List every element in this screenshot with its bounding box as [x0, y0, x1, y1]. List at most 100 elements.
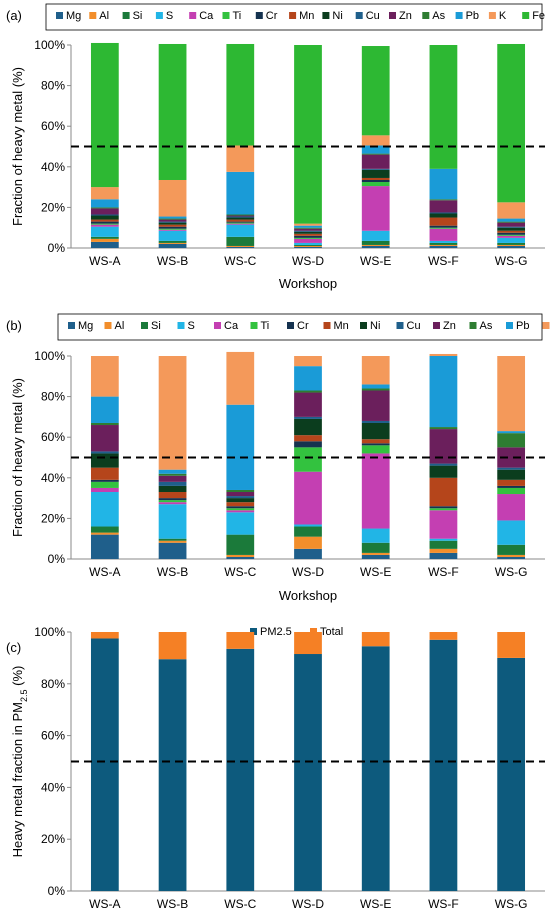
bar-segment-k [497, 356, 526, 432]
legend-swatch-cr [287, 322, 294, 329]
bar-segment-zn [226, 492, 255, 497]
bar-segment-al [226, 245, 255, 247]
bar-segment-ca [90, 224, 119, 227]
bar-segment-fe [429, 45, 458, 169]
bar-segment-mg [226, 246, 255, 248]
x-tick-label: WS-B [157, 254, 188, 268]
legend-label-s: S [166, 10, 173, 22]
bar-segment-si [226, 236, 255, 246]
y-tick-label: 0% [48, 241, 66, 255]
legend-label-cu: Cu [407, 320, 421, 332]
y-tick-label: 100% [34, 38, 65, 52]
bar-segment-cu [497, 467, 526, 470]
bar-segment-k [497, 202, 526, 219]
y-tick-label: 80% [41, 79, 65, 93]
x-tick-label: WS-B [157, 565, 188, 579]
bar-segment-mn [429, 477, 458, 507]
legend-label-ca: Ca [224, 320, 239, 332]
legend-swatch-ca [214, 322, 221, 329]
legend-swatch-ti [222, 12, 230, 19]
bar-segment-ca [497, 235, 526, 238]
bar-segment-cu [90, 214, 119, 216]
y-tick-label: 40% [41, 160, 65, 174]
bar-segment-ti [226, 508, 255, 511]
bar-segment-ti [294, 447, 322, 472]
legend-label-si: Si [151, 320, 161, 332]
bar-segment-cr [294, 235, 322, 238]
bar-segment-cu [497, 226, 526, 228]
x-tick-label: WS-F [428, 897, 459, 911]
legend-label-cr: Cr [297, 320, 309, 332]
bar-segment-ti [429, 508, 458, 511]
bar-segment-cu [429, 463, 458, 466]
bar-stack-ws-d [294, 632, 322, 891]
bar-segment-pb [429, 356, 458, 428]
legend-label-mg: Mg [66, 10, 81, 22]
bar-segment-ca [429, 228, 458, 241]
bar-segment-s [158, 230, 187, 241]
bars [90, 351, 526, 559]
bar-segment-as [361, 388, 390, 391]
bar-segment-pm25 [226, 648, 255, 891]
bar-segment-al [90, 238, 119, 242]
bar-segment-cu [429, 212, 458, 214]
legend-swatch-total [310, 628, 317, 635]
x-tick-label: WS-G [495, 565, 528, 579]
bar-segment-ca [226, 510, 255, 513]
legend-swatch-si [141, 322, 148, 329]
bar-segment-pm25 [497, 657, 526, 891]
bar-stack-ws-a [90, 632, 119, 891]
legend-label-al: Al [99, 10, 109, 22]
bar-segment-fe [497, 43, 526, 203]
bar-stack-ws-e [361, 356, 390, 559]
bar-segment-mn [226, 219, 255, 222]
bar-segment-mg [90, 534, 119, 559]
bar-segment-pb [90, 396, 119, 423]
bar-segment-si [90, 526, 119, 533]
x-axis-title: Workshop [279, 276, 337, 291]
bar-segment-as [294, 227, 322, 229]
bar-segment-total [361, 632, 390, 647]
bar-stack-ws-g [497, 43, 526, 248]
bar-segment-mg [226, 556, 255, 559]
bar-segment-al [429, 548, 458, 553]
bar-stack-ws-d [294, 356, 322, 559]
legend-swatch-zn [389, 12, 396, 19]
legend-swatch-ni [322, 12, 330, 19]
bar-segment-mn [158, 224, 187, 227]
x-tick-label: WS-D [292, 565, 324, 579]
legend-label-pm25: PM2.5 [260, 626, 292, 638]
bar-stack-ws-g [497, 632, 526, 891]
bar-segment-as [294, 390, 322, 393]
legend-swatch-pb [506, 322, 513, 329]
bar-segment-ti [497, 487, 526, 495]
bar-segment-s [90, 492, 119, 527]
bar-segment-mg [158, 243, 187, 248]
y-tick-label: 0% [48, 552, 66, 566]
bar-segment-cr [226, 221, 255, 223]
bar-segment-zn [90, 425, 119, 452]
x-tick-label: WS-C [224, 254, 256, 268]
y-tick-label: 40% [41, 780, 65, 794]
bar-segment-mn [294, 435, 322, 442]
x-tick-label: WS-F [428, 565, 459, 579]
bar-stack-ws-f [429, 45, 458, 248]
bar-segment-s [226, 224, 255, 237]
bar-segment-pb [361, 384, 390, 389]
legend-label-cu: Cu [366, 10, 380, 22]
bar-segment-cr [361, 443, 390, 446]
legend-swatch-k [542, 322, 550, 329]
bar-segment-zn [361, 154, 390, 169]
bar-segment-cr [429, 506, 458, 509]
bar-segment-as [158, 218, 187, 220]
bar-segment-mn [429, 217, 458, 226]
y-tick-label: 20% [41, 200, 65, 214]
bar-segment-si [90, 236, 119, 239]
bars [90, 42, 526, 248]
bar-segment-as [429, 199, 458, 201]
bar-segment-cr [158, 498, 187, 501]
bar-segment-zn [361, 390, 390, 421]
legend-swatch-ca [189, 12, 197, 19]
bar-segment-ti [90, 223, 119, 225]
bar-segment-mn [90, 467, 119, 480]
